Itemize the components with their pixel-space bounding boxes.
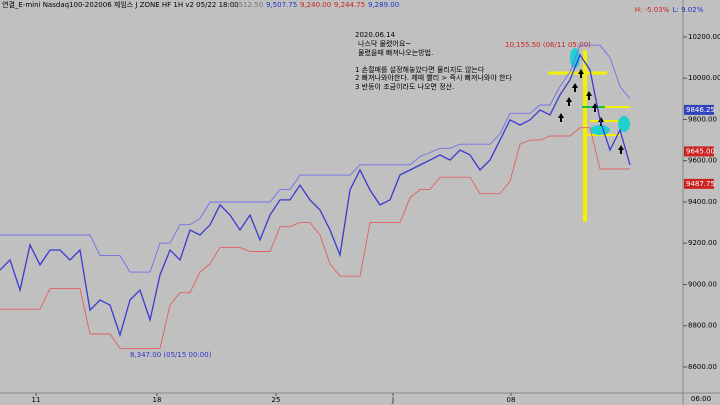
annotation: 2020.06.14 [355, 31, 396, 39]
price-badge-label: 9487.75 [686, 180, 715, 188]
y-tick-label: 10000.00 [688, 74, 720, 82]
high-marker: 10,155.50 (06/11 05:00) [505, 41, 591, 49]
ohlc-value: 9,240.00 [300, 1, 331, 9]
ohlc-value: 9,512.50 [232, 1, 263, 9]
price-badge-label: 9645.00 [686, 147, 715, 155]
y-tick-label: 9200.00 [688, 239, 717, 247]
annotation: 나스닥 물렸어요~ [358, 39, 411, 48]
y-tick-label: 8600.00 [688, 363, 717, 371]
range-value: L: 9.02% [673, 6, 704, 14]
time-label: 06:00 [691, 395, 711, 403]
series-line [0, 53, 631, 338]
price-badge [684, 146, 714, 157]
series-line [0, 44, 631, 273]
annotation: 1 손절매를 설정해놓았다면 물리지도 않는다 [355, 65, 485, 74]
low-marker: 8,347.00 (05/15 00:00) [130, 351, 212, 359]
y-tick-label: 8800.00 [688, 322, 717, 330]
y-tick-label: 10200.00 [688, 33, 720, 41]
x-tick-label: 25 [272, 396, 281, 404]
ohlc-value: 9,289.00 [368, 1, 399, 9]
ohlc-value: 9,244.75 [334, 1, 365, 9]
range-value: H: -5.03% [635, 6, 670, 14]
series-line [0, 127, 630, 349]
price-badge-label: 9846.25 [686, 106, 715, 114]
x-tick-label: 11 [32, 396, 41, 404]
annotation: 2 빠져나와야한다. 제때 빨리 > 즉시 빠져나와야 한다 [355, 73, 512, 82]
annotation: 물렸을때 빠져나오는방법. [358, 48, 433, 57]
y-tick-label: 9800.00 [688, 115, 717, 123]
highlight [590, 125, 610, 135]
highlight [618, 116, 630, 132]
y-tick-label: 9000.00 [688, 280, 717, 288]
y-tick-label: 9600.00 [688, 157, 717, 165]
y-tick-label: 9400.00 [688, 198, 717, 206]
chart-title: 연결_E-mini Nasdaq100-202006 제임스 J ZONE HF… [2, 0, 239, 9]
price-badge [684, 178, 714, 189]
x-tick-label: 18 [153, 396, 162, 404]
annotation: 3 반등이 조금이라도 나오면 정산. [355, 82, 454, 91]
x-tick-label: J [391, 396, 394, 404]
price-badge [684, 104, 714, 115]
x-tick-label: 08 [507, 396, 516, 404]
ohlc-value: 9,507.75 [266, 1, 297, 9]
